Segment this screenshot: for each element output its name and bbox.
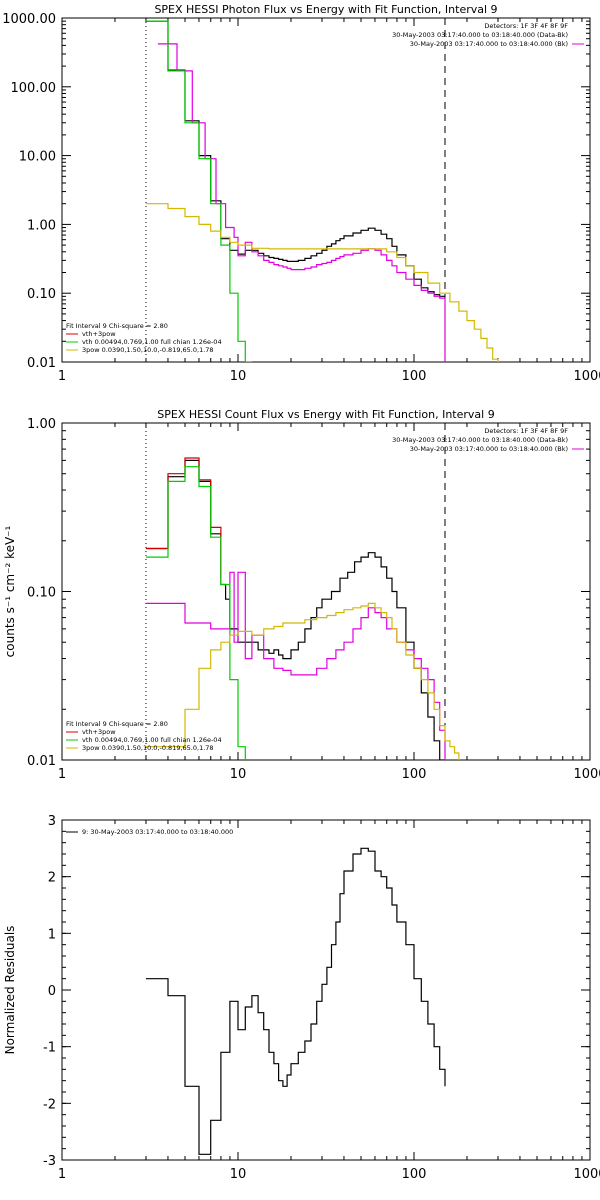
y-tick-label: 10.00	[19, 150, 56, 165]
plot-data-area	[146, 847, 446, 1155]
chart-panel-2: SPEX HESSI Count Flux vs Energy with Fit…	[3, 408, 600, 782]
legend-entry: 3pow 0.0390,1.50,10.0,-0.819,65.0,1.78	[82, 346, 214, 354]
header-line: Detectors: 1F 3F 4F 8F 9F	[484, 427, 568, 435]
chart-title: SPEX HESSI Photon Flux vs Energy with Fi…	[154, 3, 497, 16]
legend-entry: vth+3pow	[82, 728, 116, 736]
y-axis-label: Normalized Residuals	[3, 926, 17, 1055]
y-tick-label: -1	[43, 1041, 56, 1056]
data-series-2	[146, 457, 222, 579]
x-tick-label: 100	[402, 369, 427, 384]
data-series-1	[146, 20, 445, 297]
header-line: 30-May-2003 03:17:40.000 to 03:18:40.000…	[410, 40, 568, 48]
y-tick-label: 1	[48, 927, 56, 942]
legend-entry: Fit Interval 9 Chi-square = 2.80	[66, 720, 168, 728]
chart-panel-3: Normalized Residuals 1 10 100 1000 -3 -2 -1 0 1 2 3…	[3, 814, 600, 1182]
y-tick-label: -3	[43, 1154, 56, 1169]
header-line: Detectors: 1F 3F 4F 8F 9F	[484, 22, 568, 30]
plot-frame	[61, 422, 591, 761]
y-tick-label: 3	[48, 814, 56, 829]
header-line: 30-May-2003 03:17:40.000 to 03:18:40.000…	[392, 31, 568, 39]
x-tick-label: 1	[58, 767, 66, 782]
y-tick-label: 1.00	[27, 218, 56, 233]
x-tick-label: 10	[230, 1167, 247, 1182]
data-series-4	[146, 466, 246, 760]
plot-frame	[61, 17, 591, 363]
x-tick-label: 1000	[573, 369, 600, 384]
y-tick-label: 0.10	[27, 287, 56, 302]
x-tick-label: 1000	[573, 1167, 600, 1182]
y-axis-label: counts s⁻¹ cm⁻² keV⁻¹	[3, 525, 17, 657]
header-line: 30-May-2003 03:17:40.000 to 03:18:40.000…	[392, 436, 568, 444]
data-series-4	[146, 203, 499, 362]
data-series-2	[157, 43, 446, 362]
y-tick-label: 0.01	[27, 356, 56, 371]
y-tick-label: 1000.00	[2, 12, 56, 27]
x-tick-label: 1	[58, 1167, 66, 1182]
plot-data-area	[145, 423, 460, 760]
legend-entry: vth 0.00494,0.769,1.00 full chian 1.26e-…	[82, 338, 222, 346]
legend-entry: vth+3pow	[82, 330, 116, 338]
y-tick-label: 1.00	[27, 417, 56, 432]
data-series-3	[146, 571, 446, 760]
plot-frame	[61, 819, 591, 1161]
legend-entry: 9: 30-May-2003 03:17:40.000 to 03:18:40.…	[82, 828, 233, 836]
chart-panel-1: SPEX HESSI Photon Flux vs Energy with Fi…	[2, 3, 600, 384]
plot-data-area	[145, 18, 499, 362]
data-series-1	[146, 847, 446, 1155]
data-series-3	[146, 20, 252, 362]
y-tick-label: -2	[43, 1097, 56, 1112]
x-tick-label: 1	[58, 369, 66, 384]
x-tick-label: 100	[402, 767, 427, 782]
chart-title: SPEX HESSI Count Flux vs Energy with Fit…	[157, 408, 494, 421]
legend-entry: vth 0.00494,0.769,1.00 full chian 1.26e-…	[82, 736, 222, 744]
data-series-5	[146, 602, 460, 760]
y-tick-label: 2	[48, 871, 56, 886]
y-tick-label: 0.01	[27, 754, 56, 769]
y-tick-label: 100.00	[11, 81, 57, 96]
y-tick-label: 0.10	[27, 586, 56, 601]
legend-entry: 3pow 0.0390,1.50,10.0,-0.819,65.0,1.78	[82, 744, 214, 752]
header-line: 30-May-2003 03:17:40.000 to 03:18:40.000…	[410, 445, 568, 453]
y-tick-label: 0	[48, 984, 56, 999]
x-tick-label: 10	[230, 369, 247, 384]
legend-entry: Fit Interval 9 Chi-square = 2.80	[66, 322, 168, 330]
x-tick-label: 100	[402, 1167, 427, 1182]
data-series-1	[146, 459, 445, 760]
x-tick-label: 1000	[573, 767, 600, 782]
x-tick-label: 10	[230, 767, 247, 782]
